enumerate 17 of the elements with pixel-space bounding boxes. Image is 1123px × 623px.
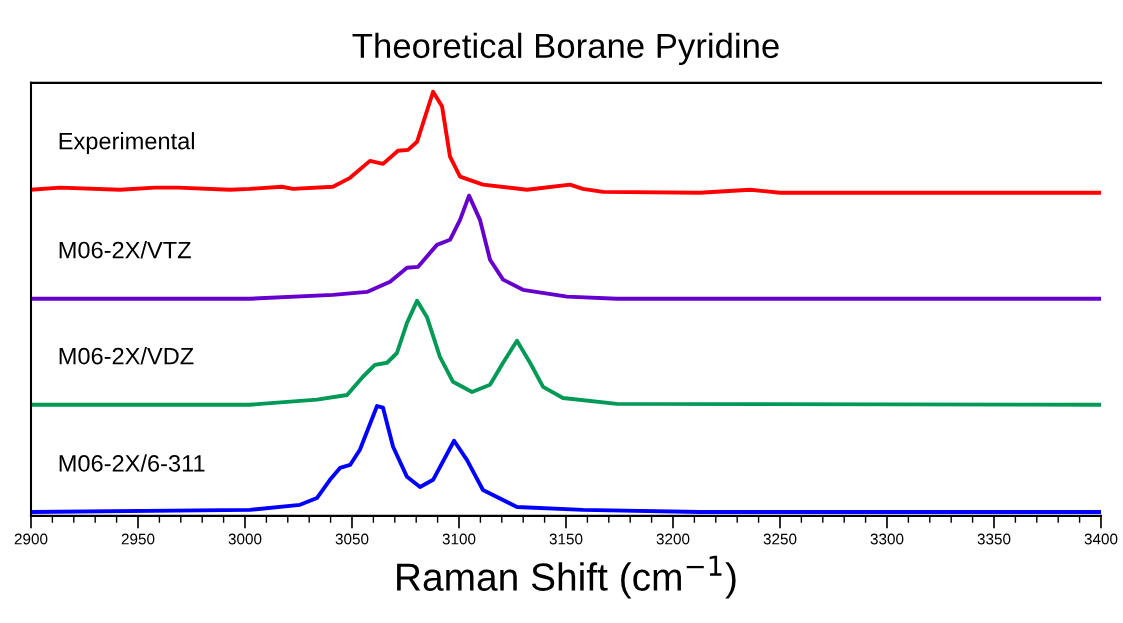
series-label: M06-2X/VDZ [59,347,194,365]
x-tick-label: 3050 [335,533,369,545]
x-tick-label: 3300 [870,533,904,545]
chart-title: Theoretical Borane Pyridine [352,32,779,66]
x-tick-label: 2900 [14,533,48,545]
x-tick-label: 3400 [1084,533,1118,545]
x-tick-label: 3150 [549,533,583,545]
series-label: Experimental [59,132,194,155]
series-label: M06-2X/VTZ [59,241,191,259]
x-tick-label: 3000 [228,533,262,545]
x-tick-label: 3250 [763,533,797,545]
x-tick-label: 3200 [656,533,690,545]
x-tick-label: 2950 [121,533,155,545]
x-tick-label: 3350 [977,533,1011,545]
x-axis-title: Raman Shift (cm$^{−1}$) [397,555,736,599]
series-label: M06-2X/6-311 [59,454,205,472]
x-tick-label: 3100 [442,533,476,545]
